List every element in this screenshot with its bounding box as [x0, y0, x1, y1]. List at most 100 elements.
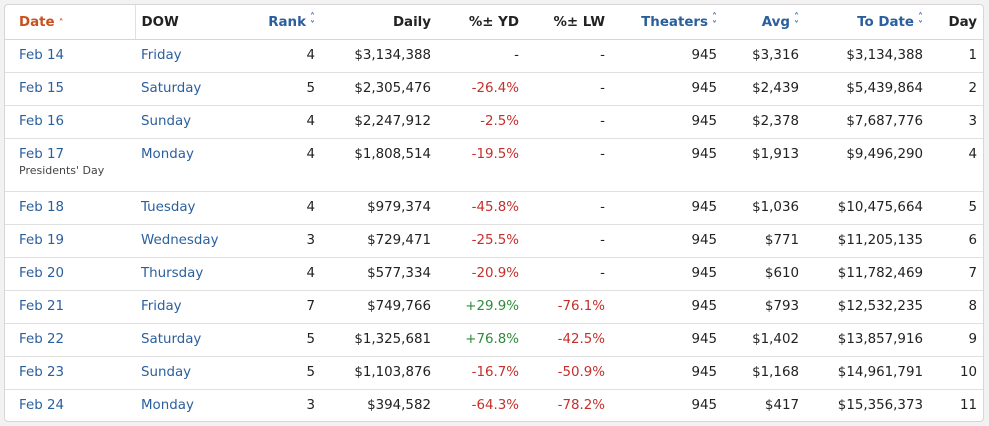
rank-cell-value: 4 — [306, 114, 315, 129]
dow-link[interactable]: Sunday — [135, 356, 235, 390]
dow-link[interactable]: Friday — [135, 290, 235, 324]
avg-cell: $2,378 — [723, 105, 805, 139]
date-link-value[interactable]: Feb 14 — [19, 48, 65, 63]
avg-cell-value: $1,168 — [752, 365, 799, 380]
dow-link[interactable]: Saturday — [135, 72, 235, 106]
day-cell: 9 — [929, 323, 983, 357]
theaters-cell: 945 — [611, 138, 723, 192]
date-link[interactable]: Feb 14 — [5, 39, 135, 73]
theaters-cell: 945 — [611, 390, 723, 423]
date-link[interactable]: Feb 24 — [5, 390, 135, 423]
dow-link-value[interactable]: Saturday — [141, 81, 202, 96]
date-link[interactable]: Feb 21 — [5, 290, 135, 324]
table-row: Feb 14 Friday 4 $3,134,388 - - 945 $3,316 $3,134… — [5, 39, 983, 73]
day-cell-value: 4 — [968, 147, 977, 162]
dow-link-value[interactable]: Thursday — [141, 266, 204, 281]
lw-change-cell-value: - — [600, 48, 605, 63]
theaters-cell-value: 945 — [691, 147, 717, 162]
dow-link-value[interactable]: Monday — [141, 398, 194, 413]
rank-cell-value: 5 — [306, 365, 315, 380]
daily-gross-cell: $979,374 — [321, 191, 437, 225]
avg-cell-value: $1,036 — [752, 200, 799, 215]
dow-link-value[interactable]: Wednesday — [141, 233, 219, 248]
avg-cell: $3,316 — [723, 39, 805, 73]
table-row: Feb 19 Wednesday 3 $729,471 -25.5% - 945 $771 $1… — [5, 224, 983, 258]
to-date-cell: $15,356,373 — [805, 390, 929, 423]
date-link-value[interactable]: Feb 19 — [19, 233, 65, 248]
date-link-value[interactable]: Feb 16 — [19, 114, 65, 129]
dow-link[interactable]: Thursday — [135, 257, 235, 291]
dow-link-value[interactable]: Friday — [141, 299, 182, 314]
column-header-rank[interactable]: Rank ˄ ˅ — [235, 5, 321, 40]
rank-cell: 4 — [235, 138, 321, 192]
column-header-todate[interactable]: To Date ˄ ˅ — [805, 5, 929, 40]
date-link-value[interactable]: Feb 17 — [19, 147, 65, 162]
yd-change-cell: -20.9% — [437, 257, 525, 291]
date-link[interactable]: Feb 17 Presidents' Day — [5, 138, 135, 192]
date-link-value[interactable]: Feb 15 — [19, 81, 65, 96]
day-cell-value: 1 — [968, 48, 977, 63]
dow-link[interactable]: Monday — [135, 138, 235, 192]
date-link-value[interactable]: Feb 23 — [19, 365, 65, 380]
dow-link[interactable]: Saturday — [135, 323, 235, 357]
to-date-cell-value: $12,532,235 — [837, 299, 923, 314]
daily-gross-cell: $3,134,388 — [321, 39, 437, 73]
dow-link-value[interactable]: Tuesday — [141, 200, 196, 215]
dow-link[interactable]: Sunday — [135, 105, 235, 139]
dow-link-value[interactable]: Sunday — [141, 114, 192, 129]
yd-change-cell: -2.5% — [437, 105, 525, 139]
date-link-value[interactable]: Feb 22 — [19, 332, 65, 347]
yd-change-cell: -64.3% — [437, 390, 525, 423]
dow-link-value[interactable]: Sunday — [141, 365, 192, 380]
dow-link-value[interactable]: Saturday — [141, 332, 202, 347]
day-cell: 3 — [929, 105, 983, 139]
date-link-value[interactable]: Feb 20 — [19, 266, 65, 281]
table-row: Feb 18 Tuesday 4 $979,374 -45.8% - 945 $1,036 $1… — [5, 191, 983, 225]
date-link[interactable]: Feb 23 — [5, 356, 135, 390]
lw-change-cell: - — [525, 224, 611, 258]
theaters-cell: 945 — [611, 290, 723, 324]
lw-header-label: %± LW — [553, 14, 605, 30]
date-link[interactable]: Feb 22 — [5, 323, 135, 357]
dow-link[interactable]: Tuesday — [135, 191, 235, 225]
lw-change-cell: - — [525, 191, 611, 225]
rank-cell-value: 3 — [306, 233, 315, 248]
lw-change-cell-value: - — [600, 266, 605, 281]
daily-gross-cell: $1,325,681 — [321, 323, 437, 357]
avg-cell: $771 — [723, 224, 805, 258]
lw-change-cell: -50.9% — [525, 356, 611, 390]
day-cell: 6 — [929, 224, 983, 258]
column-header-avg[interactable]: Avg ˄ ˅ — [723, 5, 805, 40]
date-link[interactable]: Feb 19 — [5, 224, 135, 258]
table-row: Feb 21 Friday 7 $749,766 +29.9% -76.1% 945 $793… — [5, 290, 983, 324]
lw-change-cell: - — [525, 138, 611, 192]
day-cell: 2 — [929, 72, 983, 106]
day-cell-value: 2 — [968, 81, 977, 96]
dow-link[interactable]: Monday — [135, 390, 235, 423]
column-header-date[interactable]: Date ˄ — [5, 5, 136, 40]
to-date-cell: $3,134,388 — [805, 39, 929, 73]
dow-link-value[interactable]: Monday — [141, 147, 194, 162]
day-cell: 1 — [929, 39, 983, 73]
yd-change-cell-value: +29.9% — [465, 299, 519, 314]
up-down-arrows-icon: ˄ ˅ — [794, 12, 799, 31]
rank-cell: 4 — [235, 39, 321, 73]
date-link[interactable]: Feb 20 — [5, 257, 135, 291]
date-link-value[interactable]: Feb 24 — [19, 398, 65, 413]
dow-link-value[interactable]: Friday — [141, 48, 182, 63]
day-cell-value: 5 — [968, 200, 977, 215]
daily-gross-cell-value: $1,325,681 — [354, 332, 431, 347]
avg-cell: $1,913 — [723, 138, 805, 192]
rank-cell: 3 — [235, 390, 321, 423]
date-link-value[interactable]: Feb 18 — [19, 200, 65, 215]
column-header-theaters[interactable]: Theaters ˄ ˅ — [611, 5, 723, 40]
date-link-value[interactable]: Feb 21 — [19, 299, 65, 314]
yd-change-cell-value: +76.8% — [465, 332, 519, 347]
rank-cell-value: 7 — [306, 299, 315, 314]
date-link[interactable]: Feb 16 — [5, 105, 135, 139]
date-link[interactable]: Feb 18 — [5, 191, 135, 225]
date-link[interactable]: Feb 15 — [5, 72, 135, 106]
dow-link[interactable]: Friday — [135, 39, 235, 73]
dow-link[interactable]: Wednesday — [135, 224, 235, 258]
day-cell-value: 6 — [968, 233, 977, 248]
